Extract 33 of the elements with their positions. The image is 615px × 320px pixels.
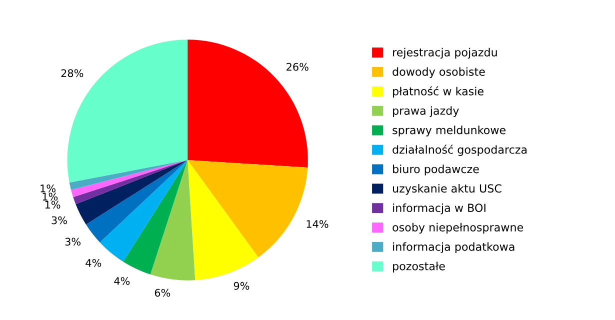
data-label: 9% — [234, 282, 250, 290]
legend-label: sprawy meldunkowe — [392, 126, 506, 136]
legend-label: dowody osobiste — [392, 67, 485, 78]
pie-slice — [100, 160, 188, 262]
data-label: 4% — [86, 258, 102, 267]
legend-label: płatność w kasie — [393, 86, 484, 98]
data-label: 14% — [306, 220, 328, 228]
data-label: 3% — [65, 238, 81, 246]
pie-slice — [188, 40, 308, 168]
data-label: 1% — [45, 200, 60, 209]
data-label: 28% — [61, 69, 84, 78]
data-label: 1% — [42, 192, 58, 201]
pie-slice — [76, 160, 188, 224]
legend-label: działalność gospodarcza — [392, 144, 527, 156]
data-label: 26% — [286, 62, 308, 71]
legend-label: informacja w BOI — [393, 203, 486, 214]
legend-label: biuro podawcze — [393, 164, 479, 176]
data-label: 1% — [40, 184, 56, 192]
pie-slice — [188, 160, 308, 258]
data-label: 3% — [52, 216, 67, 224]
pie-slice — [188, 160, 258, 280]
data-label: 4% — [114, 277, 130, 285]
legend-label: prawa jazdy — [393, 106, 459, 117]
legend-label: uzyskanie aktu USC — [392, 184, 502, 195]
legend-label: rejestracja pojazdu — [393, 48, 497, 59]
legend-label: informacja podatkowa — [393, 242, 514, 254]
legend-label: pozostałe — [393, 262, 445, 272]
data-label: 6% — [154, 288, 170, 297]
pie-slice — [71, 160, 188, 198]
pie-slice — [150, 160, 196, 280]
pie-slice — [123, 160, 188, 274]
legend-label: osoby niepełnosprawne — [392, 222, 524, 234]
pie-slice — [86, 160, 188, 242]
